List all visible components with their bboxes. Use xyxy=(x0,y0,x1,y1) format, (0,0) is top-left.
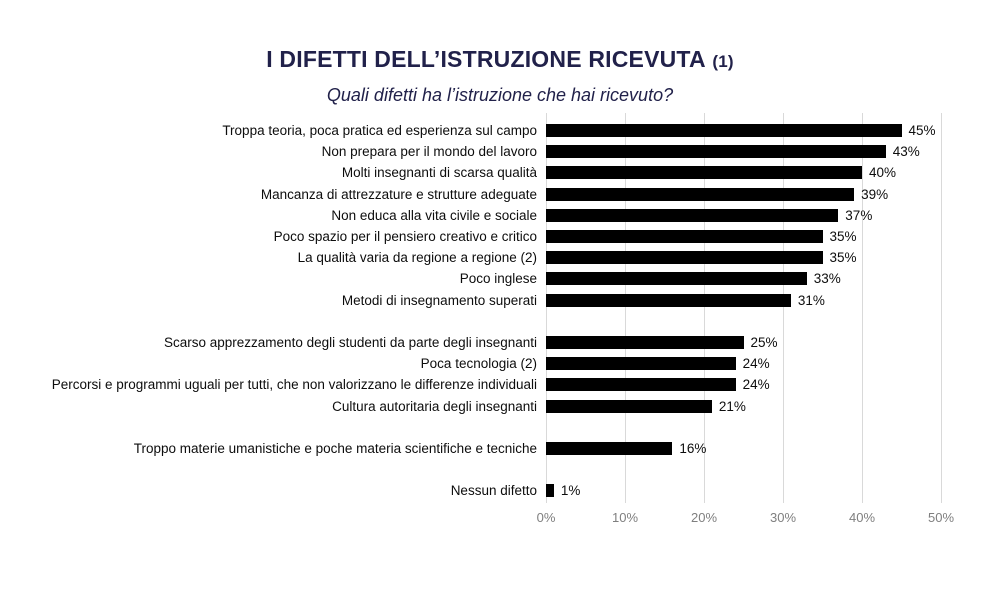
bar-value-label: 40% xyxy=(869,165,897,181)
bar-category-label: La qualità varia da regione a regione (2… xyxy=(297,250,537,266)
bar-category-label: Poco spazio per il pensiero creativo e c… xyxy=(273,229,537,245)
bar-category-label: Troppa teoria, poca pratica ed esperienz… xyxy=(222,123,537,139)
bar-value-label: 33% xyxy=(813,271,841,287)
bar-value-label: 31% xyxy=(797,292,825,308)
chart-title: I DIFETTI DELL’ISTRUZIONE RICEVUTA (1) xyxy=(0,46,1000,73)
bar-row: Metodi di insegnamento superati 31% xyxy=(0,290,1000,311)
plot-gridlines xyxy=(546,113,942,503)
chart-title-suffix: (1) xyxy=(712,52,734,71)
bar-value-label: 37% xyxy=(845,207,873,223)
bar xyxy=(546,187,855,201)
bar xyxy=(546,335,744,349)
bar-category-label: Non educa alla vita civile e sociale xyxy=(331,207,537,223)
bar-value-label: 35% xyxy=(829,229,857,245)
bar-category-label: Poca tecnologia (2) xyxy=(420,356,537,372)
spacer-row xyxy=(0,417,1000,438)
gridline xyxy=(783,113,784,503)
bar xyxy=(546,441,673,455)
bar-track: 1% xyxy=(546,480,941,501)
chart-title-main: I DIFETTI DELL’ISTRUZIONE RICEVUTA xyxy=(266,46,706,72)
bar-value-label: 16% xyxy=(679,440,707,456)
bar-track: 35% xyxy=(546,247,941,268)
bar-track: 24% xyxy=(546,374,941,395)
bar-value-label: 45% xyxy=(908,123,936,139)
bar xyxy=(546,230,823,244)
bar-category-label: Poco inglese xyxy=(459,271,537,287)
bar xyxy=(546,484,554,498)
gridline xyxy=(625,113,626,503)
bar-track: 33% xyxy=(546,268,941,289)
bar-row: Cultura autoritaria degli insegnanti 21% xyxy=(0,395,1000,416)
bar-category-label: Percorsi e programmi uguali per tutti, c… xyxy=(51,377,537,393)
bar xyxy=(546,378,736,392)
bar xyxy=(546,251,823,265)
bar xyxy=(546,208,839,222)
bar-category-label: Cultura autoritaria degli insegnanti xyxy=(332,398,537,414)
x-axis: 0% 10% 20% 30% 40% 50% xyxy=(537,510,954,530)
bar-row: Poca tecnologia (2) 24% xyxy=(0,353,1000,374)
bar-track: 37% xyxy=(546,205,941,226)
bar-track: 43% xyxy=(546,141,941,162)
bar-track: 45% xyxy=(546,120,941,141)
gridline xyxy=(862,113,863,503)
spacer-row xyxy=(0,311,1000,332)
bar xyxy=(546,357,736,371)
bar-value-label: 1% xyxy=(560,483,581,499)
x-axis-tick-label: 50% xyxy=(927,510,955,525)
bar-category-label: Scarso apprezzamento degli studenti da p… xyxy=(164,334,537,350)
bar-category-label: Nessun difetto xyxy=(450,483,537,499)
bar-value-label: 43% xyxy=(892,144,920,160)
bar-row: La qualità varia da regione a regione (2… xyxy=(0,247,1000,268)
bar-row: Non educa alla vita civile e sociale 37% xyxy=(0,205,1000,226)
bar-row: Non prepara per il mondo del lavoro 43% xyxy=(0,141,1000,162)
bar-row: Scarso apprezzamento degli studenti da p… xyxy=(0,332,1000,353)
x-axis-tick-label: 30% xyxy=(769,510,797,525)
bar-row: Poco spazio per il pensiero creativo e c… xyxy=(0,226,1000,247)
bar-row: Percorsi e programmi uguali per tutti, c… xyxy=(0,374,1000,395)
bar-value-label: 35% xyxy=(829,250,857,266)
bar-track: 35% xyxy=(546,226,941,247)
bar-row: Mancanza di attrezzature e strutture ade… xyxy=(0,184,1000,205)
gridline xyxy=(546,113,547,503)
bar-track: 31% xyxy=(546,290,941,311)
bar-value-label: 24% xyxy=(742,356,770,372)
x-axis-tick-label: 40% xyxy=(848,510,876,525)
bar-category-label: Mancanza di attrezzature e strutture ade… xyxy=(260,186,537,202)
gridline xyxy=(704,113,705,503)
bar-row: Troppo materie umanistiche e poche mater… xyxy=(0,438,1000,459)
bar-track: 16% xyxy=(546,438,941,459)
bar-value-label: 24% xyxy=(742,377,770,393)
bar-row: Molti insegnanti di scarsa qualità 40% xyxy=(0,162,1000,183)
bar-track: 24% xyxy=(546,353,941,374)
bar xyxy=(546,272,807,286)
chart-subtitle: Quali difetti ha l’istruzione che hai ri… xyxy=(326,85,674,105)
bar-track: 21% xyxy=(546,395,941,416)
bar xyxy=(546,124,902,138)
bar xyxy=(546,399,712,413)
bar-value-label: 25% xyxy=(750,334,778,350)
bar-value-label: 21% xyxy=(718,398,746,414)
bar xyxy=(546,145,886,159)
bar xyxy=(546,293,791,307)
x-axis-tick-label: 0% xyxy=(536,510,556,525)
x-axis-tick-label: 10% xyxy=(611,510,639,525)
bar-value-label: 39% xyxy=(861,186,889,202)
gridline xyxy=(941,113,942,503)
bar-track: 25% xyxy=(546,332,941,353)
bar-category-label: Metodi di insegnamento superati xyxy=(341,292,537,308)
bar xyxy=(546,166,862,180)
bar-category-label: Non prepara per il mondo del lavoro xyxy=(321,144,537,160)
x-axis-tick-label: 20% xyxy=(690,510,718,525)
bar-track: 40% xyxy=(546,162,941,183)
bar-chart: Troppa teoria, poca pratica ed esperienz… xyxy=(0,113,1000,503)
spacer-row xyxy=(0,459,1000,480)
bar-category-label: Troppo materie umanistiche e poche mater… xyxy=(133,440,537,456)
bar-row: Troppa teoria, poca pratica ed esperienz… xyxy=(0,120,1000,141)
bar-track: 39% xyxy=(546,184,941,205)
bar-row: Nessun difetto 1% xyxy=(0,480,1000,501)
bar-category-label: Molti insegnanti di scarsa qualità xyxy=(341,165,537,181)
bar-row: Poco inglese 33% xyxy=(0,268,1000,289)
